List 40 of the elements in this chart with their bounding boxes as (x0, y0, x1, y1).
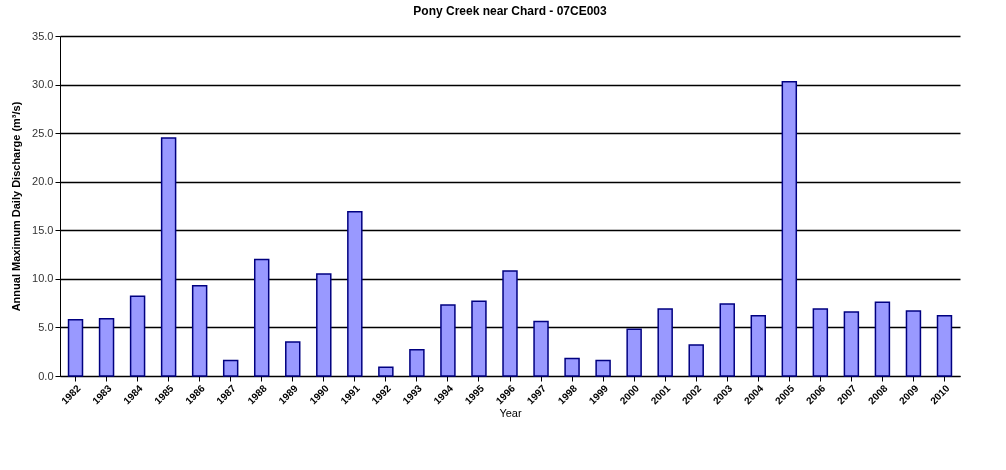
bar (936, 315, 953, 377)
bar (253, 258, 270, 377)
bar (502, 270, 518, 377)
y-tick-label: 30.0 (32, 78, 54, 91)
bar (626, 328, 642, 377)
bar (409, 349, 425, 377)
bar (191, 284, 208, 377)
bar (874, 301, 891, 377)
bar (719, 303, 735, 377)
bar (843, 311, 860, 377)
y-tick-label: 0.0 (38, 369, 54, 382)
y-tick-label: 10.0 (32, 272, 54, 285)
bar (285, 341, 301, 377)
y-tick-label: 35.0 (32, 29, 54, 42)
bar (564, 357, 580, 377)
y-tick-label: 20.0 (32, 175, 54, 188)
bar (595, 359, 611, 377)
chart-title: Pony Creek near Chard - 07CE003 (413, 4, 608, 18)
y-axis-title: Annual Maximum Daily Discharge (m³/s) (10, 101, 23, 312)
bar (98, 317, 115, 377)
bar (378, 366, 394, 377)
bar (222, 359, 239, 377)
bar (67, 318, 84, 377)
bar (316, 273, 332, 377)
bar (905, 310, 922, 377)
bar (160, 137, 177, 377)
y-tick-label: 15.0 (32, 223, 54, 236)
bar (781, 80, 798, 377)
y-tick-label: 25.0 (32, 126, 54, 139)
bar (533, 320, 549, 377)
bar (471, 300, 487, 377)
bar (657, 308, 673, 377)
bar (347, 211, 363, 377)
bar (750, 315, 767, 377)
y-tick-label: 5.0 (38, 320, 54, 333)
bar (129, 295, 146, 377)
bar (440, 304, 456, 377)
bar (688, 344, 704, 377)
x-axis-title: Year (499, 407, 522, 420)
bar (812, 308, 829, 377)
